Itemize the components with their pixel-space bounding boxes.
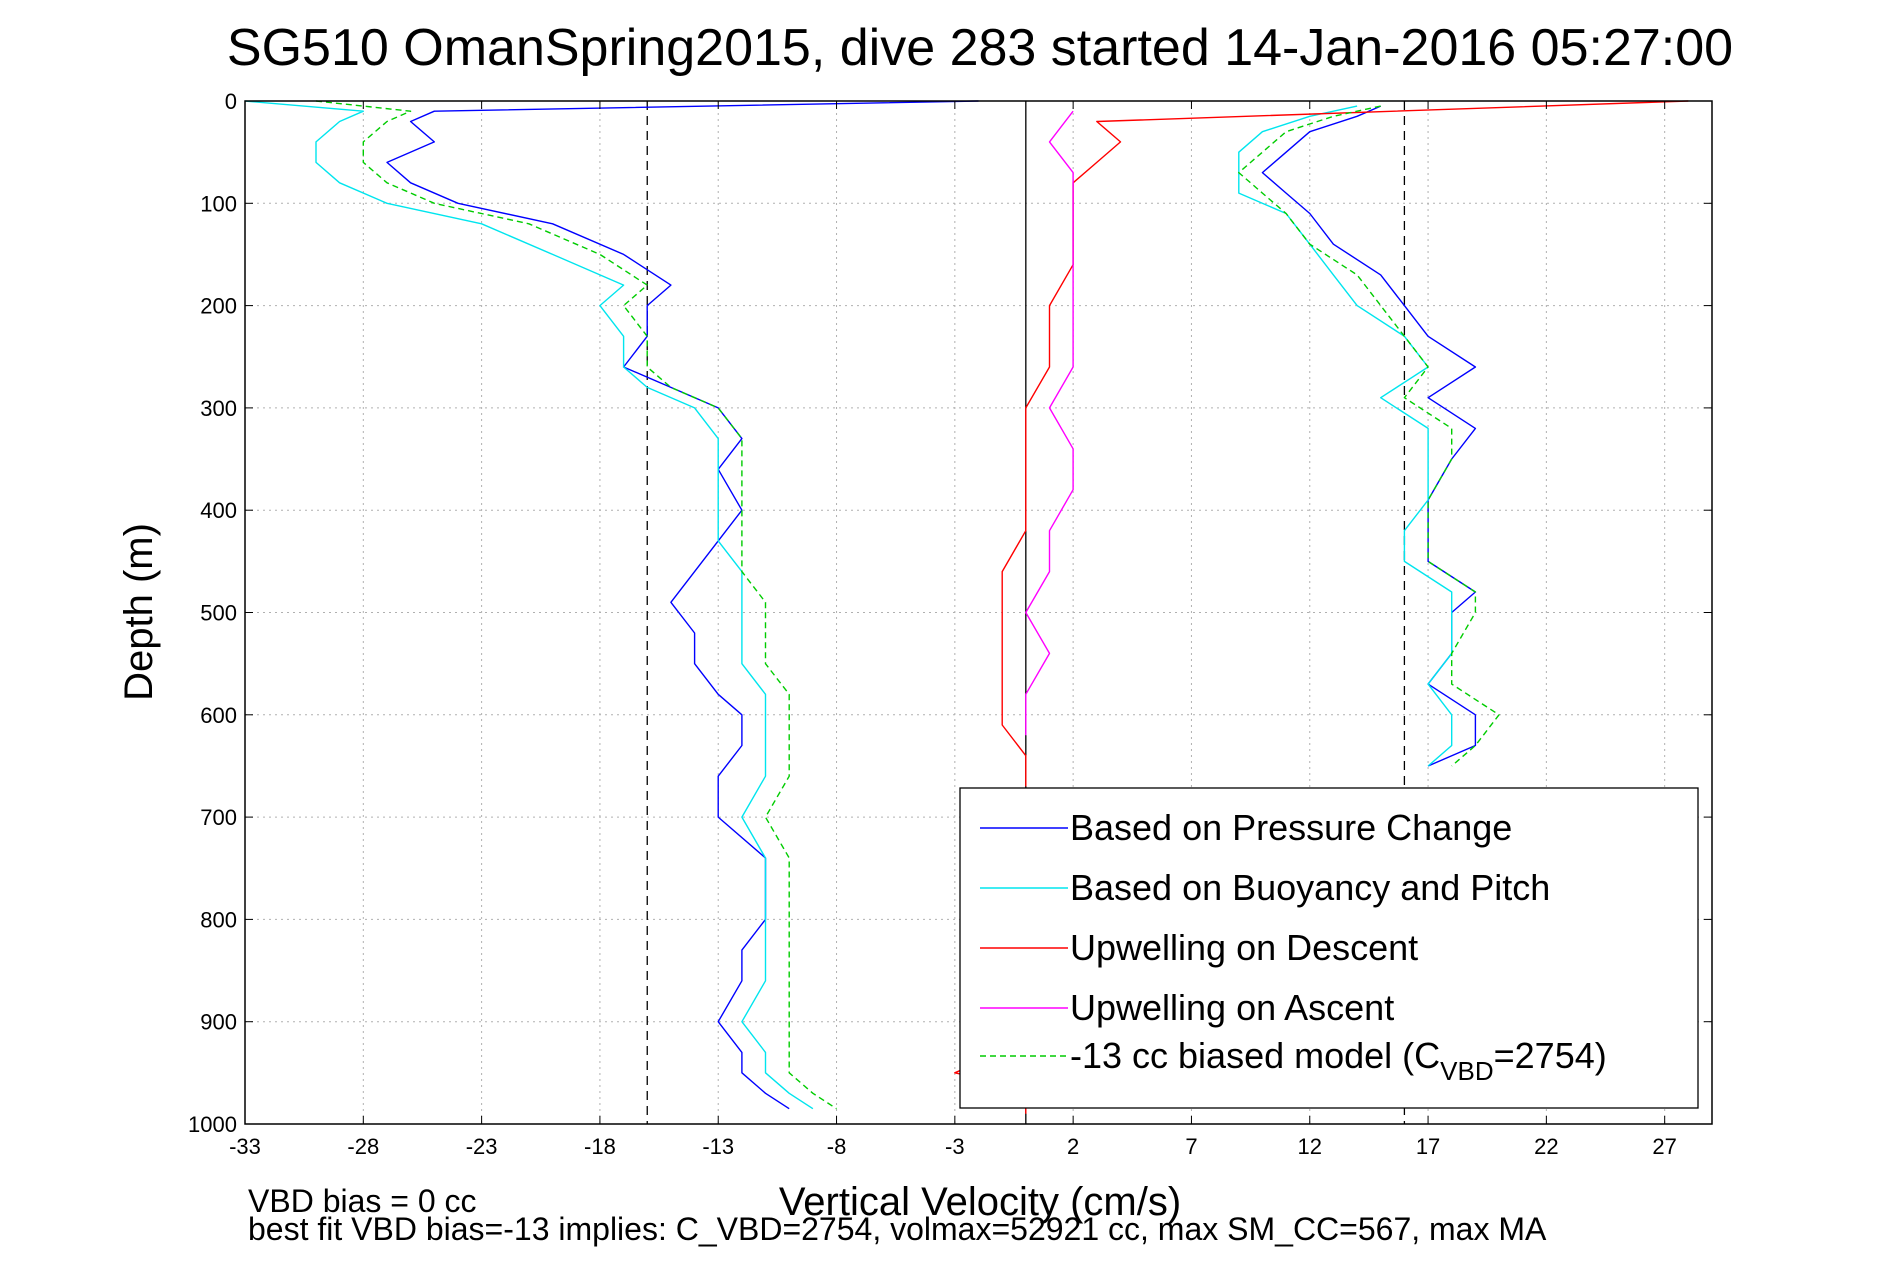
- series-2-line-0: [1001, 100, 1689, 787]
- legend-label-3: Upwelling on Ascent: [1070, 987, 1394, 1028]
- x-tick-label-0: -33: [229, 1134, 261, 1159]
- y-axis-label: Depth (m): [117, 523, 161, 701]
- y-tick-label-2: 200: [200, 294, 237, 319]
- chart-title: SG510 OmanSpring2015, dive 283 started 1…: [227, 19, 1733, 77]
- x-tick-label-12: 27: [1652, 1134, 1676, 1159]
- legend-label-4: -13 cc biased model (CVBD=2754): [1070, 1035, 1607, 1086]
- y-tick-label-9: 900: [200, 1010, 237, 1035]
- x-tick-label-6: -3: [945, 1134, 965, 1159]
- y-tick-label-3: 300: [200, 396, 237, 421]
- legend-label-2: Upwelling on Descent: [1070, 927, 1418, 968]
- y-tick-label-5: 500: [200, 601, 237, 626]
- annotation-best-fit: best fit VBD bias=-13 implies: C_VBD=275…: [248, 1211, 1547, 1247]
- series-3: [1025, 110, 1074, 736]
- x-tick-label-10: 17: [1416, 1134, 1440, 1159]
- series-0-line-0: [386, 100, 979, 1110]
- y-tick-label-0: 0: [225, 89, 237, 114]
- legend-label-1: Based on Buoyancy and Pitch: [1070, 867, 1550, 908]
- x-axis-label: Vertical Velocity (cm/s): [779, 1180, 1181, 1224]
- y-tick-label-1: 100: [200, 191, 237, 216]
- x-tick-label-2: -23: [466, 1134, 498, 1159]
- series-4: [315, 100, 1500, 1110]
- legend-label-0: Based on Pressure Change: [1070, 807, 1512, 848]
- series-3-line-0: [1025, 110, 1074, 736]
- x-tick-label-5: -8: [827, 1134, 847, 1159]
- x-tick-label-1: -28: [347, 1134, 379, 1159]
- x-tick-label-8: 7: [1185, 1134, 1197, 1159]
- legend-box: [959, 787, 1699, 1109]
- x-tick-label-11: 22: [1534, 1134, 1558, 1159]
- series-4-line-1: [1238, 105, 1500, 767]
- y-tick-label-7: 700: [200, 805, 237, 830]
- y-tick-label-10: 1000: [188, 1112, 237, 1137]
- x-tick-label-4: -13: [702, 1134, 734, 1159]
- x-tick-label-7: 2: [1067, 1134, 1079, 1159]
- annotation-vbd-bias: VBD bias = 0 cc: [248, 1183, 477, 1219]
- series-4-line-0: [315, 100, 837, 1110]
- y-tick-label-8: 800: [200, 907, 237, 932]
- y-tick-label-6: 600: [200, 703, 237, 728]
- x-tick-label-9: 12: [1298, 1134, 1322, 1159]
- x-tick-label-3: -18: [584, 1134, 616, 1159]
- legend: Based on Pressure Change Based on Buoyanc…: [959, 787, 1699, 1109]
- ticks: -33 -28 -23 -18 -13 -8 -3 2 7 12 17 22 2701002003004…: [188, 89, 1712, 1159]
- y-tick-label-4: 400: [200, 498, 237, 523]
- series-1-line-0: [244, 100, 814, 1110]
